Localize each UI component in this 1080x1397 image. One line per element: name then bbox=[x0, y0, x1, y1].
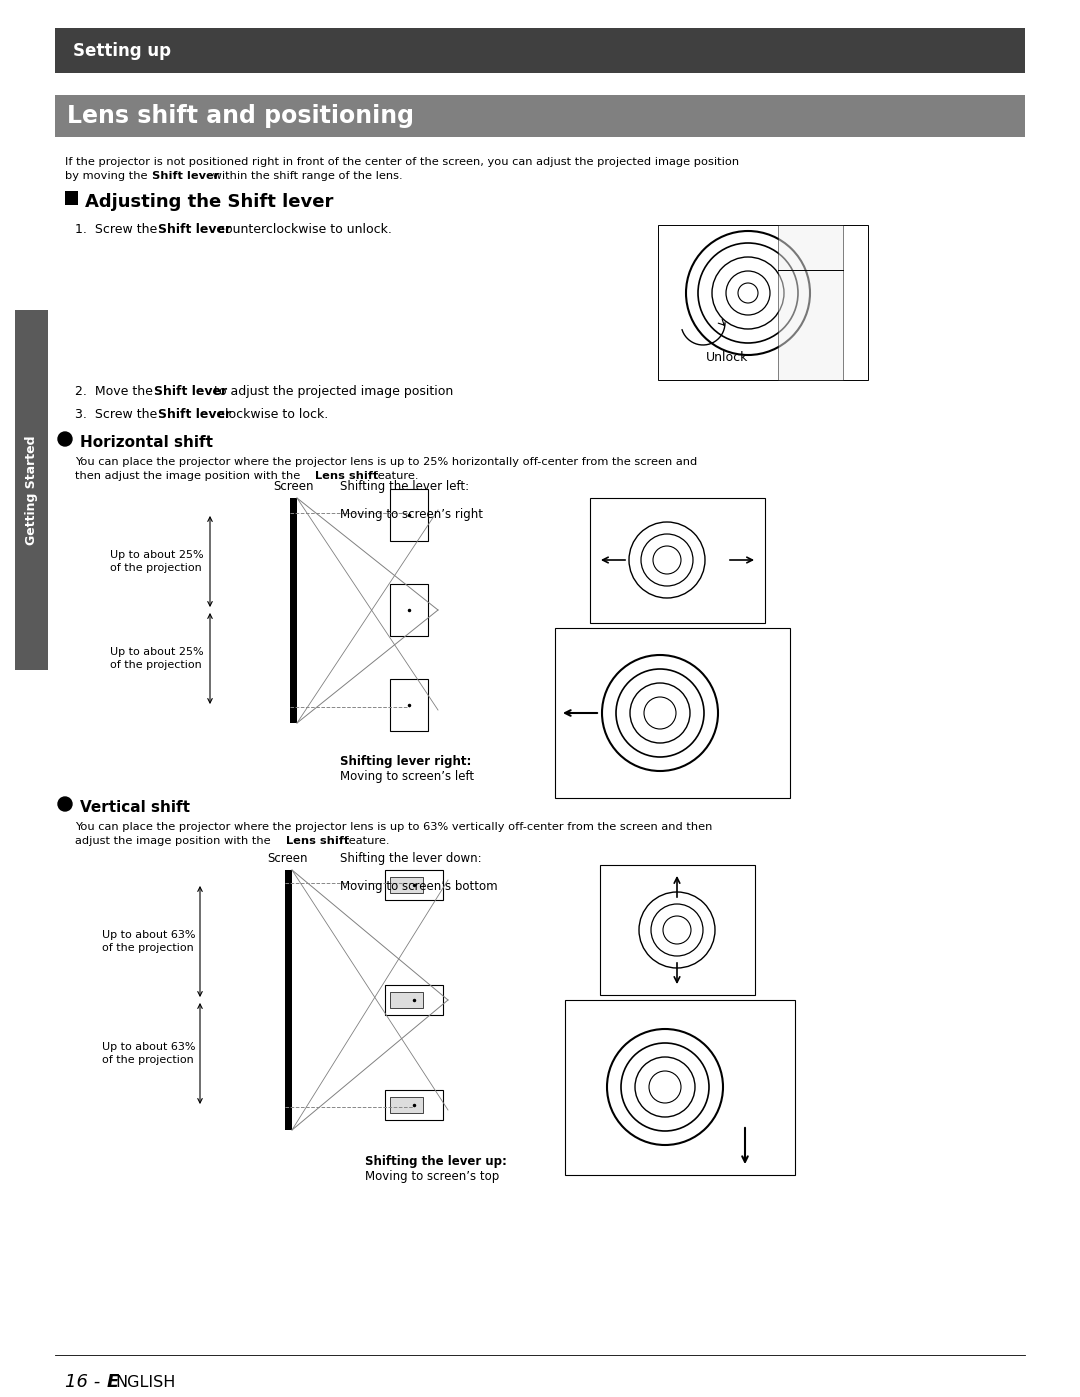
Text: Screen: Screen bbox=[273, 481, 313, 493]
Text: 1.  Screw the: 1. Screw the bbox=[75, 224, 161, 236]
Text: Shift lever: Shift lever bbox=[158, 408, 231, 420]
Circle shape bbox=[58, 798, 72, 812]
Text: to adjust the projected image position: to adjust the projected image position bbox=[210, 386, 454, 398]
Text: Screen: Screen bbox=[268, 852, 308, 865]
Bar bbox=[390, 584, 428, 636]
Text: Lens shift: Lens shift bbox=[315, 471, 378, 481]
Bar bbox=[15, 310, 48, 671]
Text: adjust the image position with the: adjust the image position with the bbox=[75, 835, 274, 847]
Bar bbox=[384, 870, 443, 900]
Bar bbox=[590, 497, 765, 623]
Text: counterclockwise to unlock.: counterclockwise to unlock. bbox=[214, 224, 392, 236]
Bar bbox=[565, 1000, 795, 1175]
Text: 16 -: 16 - bbox=[65, 1373, 106, 1391]
Text: Adjusting the Shift lever: Adjusting the Shift lever bbox=[85, 193, 334, 211]
Text: 3.  Screw the: 3. Screw the bbox=[75, 408, 161, 420]
Bar bbox=[55, 28, 1025, 73]
Text: 2.  Move the: 2. Move the bbox=[75, 386, 157, 398]
Bar bbox=[65, 191, 78, 205]
Bar bbox=[390, 1097, 423, 1113]
Text: E: E bbox=[107, 1373, 119, 1391]
Text: NGLISH: NGLISH bbox=[114, 1375, 175, 1390]
Text: Getting Started: Getting Started bbox=[25, 436, 38, 545]
Text: Up to about 25%
of the projection: Up to about 25% of the projection bbox=[110, 550, 204, 573]
Bar bbox=[291, 497, 297, 724]
Text: If the projector is not positioned right in front of the center of the screen, y: If the projector is not positioned right… bbox=[65, 156, 739, 168]
Bar bbox=[285, 870, 292, 1130]
Bar bbox=[390, 679, 428, 731]
Text: Shift lever: Shift lever bbox=[158, 224, 231, 236]
Text: Up to about 63%
of the projection: Up to about 63% of the projection bbox=[102, 930, 195, 953]
Text: feature.: feature. bbox=[341, 835, 390, 847]
Text: Shift lever: Shift lever bbox=[152, 170, 219, 182]
Text: feature.: feature. bbox=[370, 471, 419, 481]
Bar bbox=[390, 877, 423, 893]
Text: You can place the projector where the projector lens is up to 63% vertically off: You can place the projector where the pr… bbox=[75, 821, 713, 833]
Bar bbox=[555, 629, 789, 798]
Bar bbox=[658, 225, 868, 380]
Bar bbox=[600, 865, 755, 995]
Text: Lens shift: Lens shift bbox=[286, 835, 349, 847]
Text: Shift lever: Shift lever bbox=[154, 386, 227, 398]
Text: Unlock: Unlock bbox=[706, 351, 748, 365]
Text: Vertical shift: Vertical shift bbox=[80, 800, 190, 814]
Text: Moving to screen’s right: Moving to screen’s right bbox=[340, 509, 483, 521]
Text: Shifting the lever left:: Shifting the lever left: bbox=[340, 481, 469, 493]
Bar bbox=[384, 985, 443, 1016]
Text: by moving the: by moving the bbox=[65, 170, 151, 182]
Bar bbox=[778, 225, 843, 380]
Bar bbox=[390, 489, 428, 541]
Circle shape bbox=[58, 432, 72, 446]
Text: clockwise to lock.: clockwise to lock. bbox=[214, 408, 328, 420]
Bar bbox=[384, 1090, 443, 1120]
Text: Moving to screen’s bottom: Moving to screen’s bottom bbox=[340, 880, 498, 893]
Text: You can place the projector where the projector lens is up to 25% horizontally o: You can place the projector where the pr… bbox=[75, 457, 698, 467]
Text: Up to about 63%
of the projection: Up to about 63% of the projection bbox=[102, 1042, 195, 1065]
Bar bbox=[55, 95, 1025, 137]
Text: Up to about 25%
of the projection: Up to about 25% of the projection bbox=[110, 647, 204, 671]
Text: Moving to screen’s left: Moving to screen’s left bbox=[340, 770, 474, 782]
Text: Moving to screen’s top: Moving to screen’s top bbox=[365, 1171, 499, 1183]
Text: Shifting the lever down:: Shifting the lever down: bbox=[340, 852, 482, 865]
Text: Lens shift and positioning: Lens shift and positioning bbox=[67, 103, 414, 129]
Text: then adjust the image position with the: then adjust the image position with the bbox=[75, 471, 303, 481]
Text: Horizontal shift: Horizontal shift bbox=[80, 434, 213, 450]
Text: Shifting the lever up:: Shifting the lever up: bbox=[365, 1155, 507, 1168]
Text: Setting up: Setting up bbox=[73, 42, 171, 60]
Bar bbox=[390, 992, 423, 1009]
Text: within the shift range of the lens.: within the shift range of the lens. bbox=[210, 170, 403, 182]
Text: Shifting lever right:: Shifting lever right: bbox=[340, 754, 471, 768]
